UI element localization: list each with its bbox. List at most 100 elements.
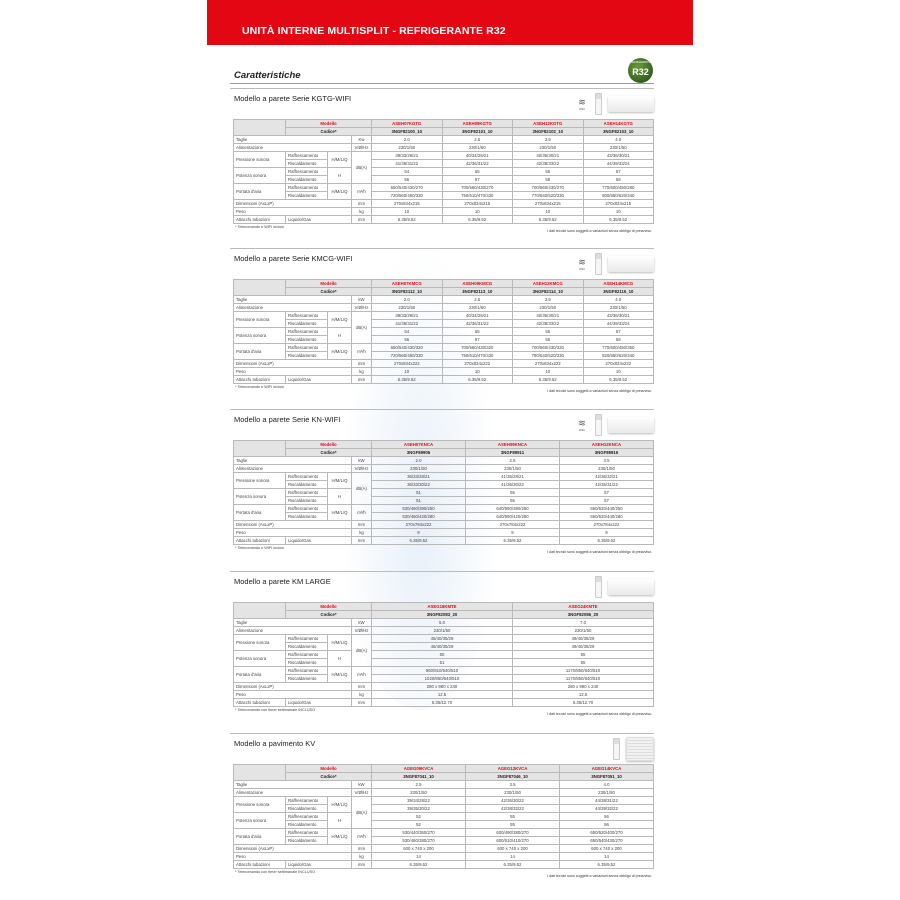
- cell-taglie: 4.0: [582, 135, 654, 144]
- cell-peso: 14: [559, 852, 654, 861]
- model-name: ASEH09KGTG: [441, 119, 513, 128]
- table-row: Taglie kW 5.0 7.0: [233, 618, 654, 627]
- product-section: Modello a parete Serie KGTG-WIFI ≋ WiFi Mod…: [230, 88, 654, 248]
- remote-control-icon: [595, 576, 602, 598]
- disclaimer: I dati tecnici sono soggetti a variazion…: [547, 712, 652, 716]
- mode: H/M/L/Q: [327, 311, 352, 328]
- table-row: Alimentazione V/Ø/Hz 230/1/50 230/1/50 230/1…: [233, 143, 654, 152]
- cell-pot_raff: 55: [441, 167, 513, 176]
- mode: H/M/L/Q: [327, 472, 352, 489]
- table-row: Modello AGEG09KVCA AGEG12KVCA AGEG14KVCA: [233, 764, 654, 781]
- table-row: Attacchi tubazioni Liquido/Gas mm 6.35/9.52…: [233, 375, 654, 384]
- remote-control-icon: [595, 253, 602, 275]
- table-row: Riscaldamento 52 55 56: [234, 820, 654, 829]
- cell-press_raff: 39/34/28/22: [371, 796, 466, 805]
- row-label: Potenza sonora: [233, 488, 286, 505]
- sub-label: Riscaldamento: [285, 836, 328, 845]
- unit: m³/h: [351, 183, 372, 200]
- cell-att: 6.35/12.70: [512, 698, 654, 707]
- header-modello: Modello: [285, 764, 372, 773]
- cell-att: 6.35/9.52: [582, 215, 654, 224]
- cell-att: 6.35/9.52: [371, 375, 443, 384]
- unit: V/Ø/Hz: [351, 303, 372, 312]
- unit: mm: [351, 536, 372, 545]
- table-row: Dimensioni (AxLxP) mm 270x834x215 270x834x2…: [233, 199, 654, 208]
- section-heading: Caratteristiche: [234, 70, 301, 81]
- cell-press_risc: 42/38/33/22: [512, 319, 584, 328]
- cell-press_raff: 38/33/29/21: [371, 151, 443, 160]
- sub-label: Riscaldamento: [285, 480, 328, 489]
- cell-air_raff: 640/560/390/250: [465, 504, 560, 513]
- sub-label: Riscaldamento: [285, 820, 328, 829]
- model-code: 3NGF82103_10: [582, 127, 654, 136]
- cell-press_raff: 40/35/30/21: [512, 151, 584, 160]
- table-row: Potenza sonora Raffrescamento H 54 55 55 57: [233, 327, 654, 344]
- cell-dim: 600 x 740 x 200: [465, 844, 560, 853]
- mode: H: [327, 650, 352, 667]
- table-row: Riscaldamento 41/35/31/22 42/36/31/22 42/38…: [234, 319, 654, 328]
- cell-alim: 230/1/50: [441, 303, 513, 312]
- table-row: Riscaldamento 530/460/380/270 600/510/410/…: [234, 836, 654, 845]
- cell-pot_risc: 56: [512, 335, 584, 344]
- mode: H: [327, 327, 352, 344]
- cell-dim: 280 x 980 x 240: [512, 682, 654, 691]
- model-code: 3NGF82115_10: [582, 287, 654, 296]
- model-name: ASEG18KMTE: [371, 602, 513, 611]
- mode: H/M/L/Q: [327, 796, 352, 813]
- unit: m³/h: [351, 504, 372, 521]
- cell-att: 6.35/9.52: [582, 375, 654, 384]
- sub-label: Raffrescamento: [285, 812, 328, 821]
- cell-press_risc: 41/35/31/22: [371, 159, 443, 168]
- table-row: Attacchi tubazioni Liquido/Gas mm 6.35/9.52…: [233, 860, 654, 869]
- header-modello: Modello: [285, 119, 372, 128]
- cell-pot_risc: 61: [371, 658, 513, 667]
- row-label: Portata d'aria: [233, 666, 286, 683]
- sub-label: Riscaldamento: [285, 191, 328, 200]
- cell-press_raff: 45/40/35/29: [371, 634, 513, 643]
- mode: H/M/L/Q: [327, 183, 352, 200]
- cell-dim: 270x784x222: [371, 520, 466, 529]
- unit: m³/h: [351, 666, 372, 683]
- cell-att: 6.35/9.52: [465, 860, 560, 869]
- cell-dim: 270x834x222: [441, 359, 513, 368]
- sub-label: Riscaldamento: [285, 175, 328, 184]
- cell-pot_risc: 56: [371, 335, 443, 344]
- row-label: Pressione sonora: [233, 634, 286, 651]
- unit: mm: [351, 698, 372, 707]
- row-label: Attacchi tubazioni: [233, 860, 286, 869]
- cell-peso: 12.5: [512, 690, 654, 699]
- row-label: Alimentazione: [233, 143, 352, 152]
- cell-air_raff: 700/560/430/320: [441, 343, 513, 352]
- page-title: UNITÀ INTERNE MULTISPLIT - REFRIGERANTE …: [242, 25, 506, 37]
- footnote: * Telecomando e WIFI inclusi: [235, 385, 284, 389]
- row-label: Pressione sonora: [233, 311, 286, 328]
- row-label: Dimensioni (AxLxP): [233, 199, 352, 208]
- cell-alim: 230/1/50: [371, 143, 443, 152]
- cell-taglie: 2.5: [371, 780, 466, 789]
- footnote: * Telecomando con timer settimanale INCL…: [235, 708, 316, 712]
- spec-table: Modello ASEH07KNCA ASEH09KNCA ASEH12KNCA Cod…: [233, 440, 654, 545]
- cell-press_risc: 42/36/31/22: [441, 159, 513, 168]
- cell-press_raff: 36/33/28/21: [371, 472, 466, 481]
- product-section: Modello a parete Serie KMCG-WIFI ≋ WiFi Mod…: [230, 248, 654, 408]
- sub-label: Raffrescamento: [285, 504, 328, 513]
- cell-pot_risc: 57: [441, 175, 513, 184]
- header-modello: Modello: [285, 440, 372, 449]
- table-row: Attacchi tubazioni Liquido/Gas mm 6.35/9.52…: [233, 215, 654, 224]
- cell-att: 6.35/12.70: [371, 698, 513, 707]
- unit: V/Ø/Hz: [351, 464, 372, 473]
- model-code: 3NGF82083_20: [371, 610, 513, 619]
- cell-air_risc: 530/460/420/280: [371, 512, 466, 521]
- cell-peso: 10: [441, 367, 513, 376]
- cell-press_risc: 49/40/35/29: [512, 642, 654, 651]
- cell-air_raff: 530/460/390/250: [371, 504, 466, 513]
- unit: kW: [351, 295, 372, 304]
- spec-table: Modello ASEH07KGTG ASEH09KGTG ASEH12KGTG ASE…: [233, 119, 654, 224]
- indoor-unit-image: [626, 737, 654, 761]
- cell-taglie: 3.5: [559, 456, 654, 465]
- cell-alim: 230/1/50: [371, 303, 443, 312]
- unit: dB(A): [351, 151, 372, 184]
- model-name: ASEH12KNCA: [559, 440, 654, 449]
- cell-peso: 10: [371, 367, 443, 376]
- row-label: Attacchi tubazioni: [233, 215, 286, 224]
